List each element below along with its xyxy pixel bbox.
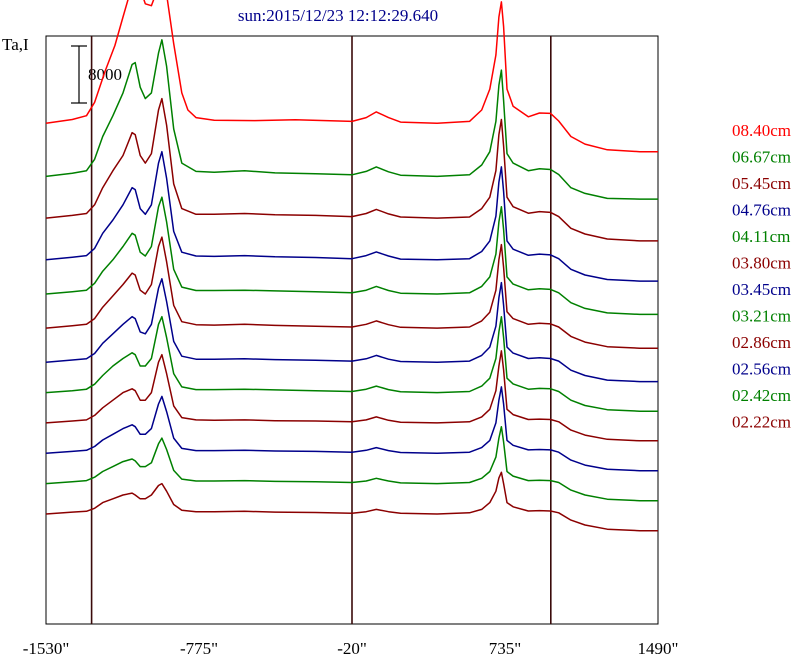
legend-entry: 02.22cm [732, 413, 791, 432]
series-line-02.42cm [45, 425, 658, 502]
legend-entry: 08.40cm [732, 121, 791, 140]
legend-entry: 04.11cm [732, 227, 790, 246]
series-line-03.45cm [45, 278, 658, 383]
series-line-02.56cm [45, 386, 658, 472]
legend-entry: 03.45cm [732, 280, 791, 299]
y-axis-label: Ta,I [2, 35, 29, 54]
legend-entry: 02.86cm [732, 333, 791, 352]
vertical-markers [90, 36, 552, 624]
x-tick-label: -1530" [23, 639, 70, 658]
series-line-02.86cm [45, 350, 658, 442]
x-tick-label: -775" [180, 639, 218, 658]
series-line-02.22cm [45, 471, 658, 532]
scale-bar [71, 45, 87, 104]
series-line-03.21cm [45, 315, 658, 412]
x-tick-labels: -1530" -775" -20" 735" 1490" [23, 639, 679, 658]
series-line-05.45cm [45, 97, 658, 242]
legend-entry: 02.56cm [732, 360, 791, 379]
scale-bar-label: 8000 [88, 65, 122, 84]
series-line-04.76cm [45, 150, 658, 282]
legend-entry: 05.45cm [732, 174, 791, 193]
x-tick-label: 735" [489, 639, 521, 658]
legend-entry: 02.42cm [732, 386, 791, 405]
x-tick-label: -20" [337, 639, 367, 658]
series-line-03.80cm [45, 236, 658, 349]
series-line-04.11cm [45, 196, 658, 316]
series-line-06.67cm [45, 39, 658, 200]
series-lines [45, 0, 658, 532]
legend: 08.40cm 06.67cm 05.45cm 04.76cm 04.11cm 03.80… [732, 121, 791, 432]
chart-title: sun:2015/12/23 12:12:29.640 [238, 6, 438, 25]
x-tick-label: 1490" [638, 639, 679, 658]
series-line-08.40cm [45, 0, 658, 153]
legend-entry: 03.80cm [732, 254, 791, 273]
legend-entry: 03.21cm [732, 307, 791, 326]
legend-entry: 06.67cm [732, 148, 791, 167]
legend-entry: 04.76cm [732, 201, 791, 220]
